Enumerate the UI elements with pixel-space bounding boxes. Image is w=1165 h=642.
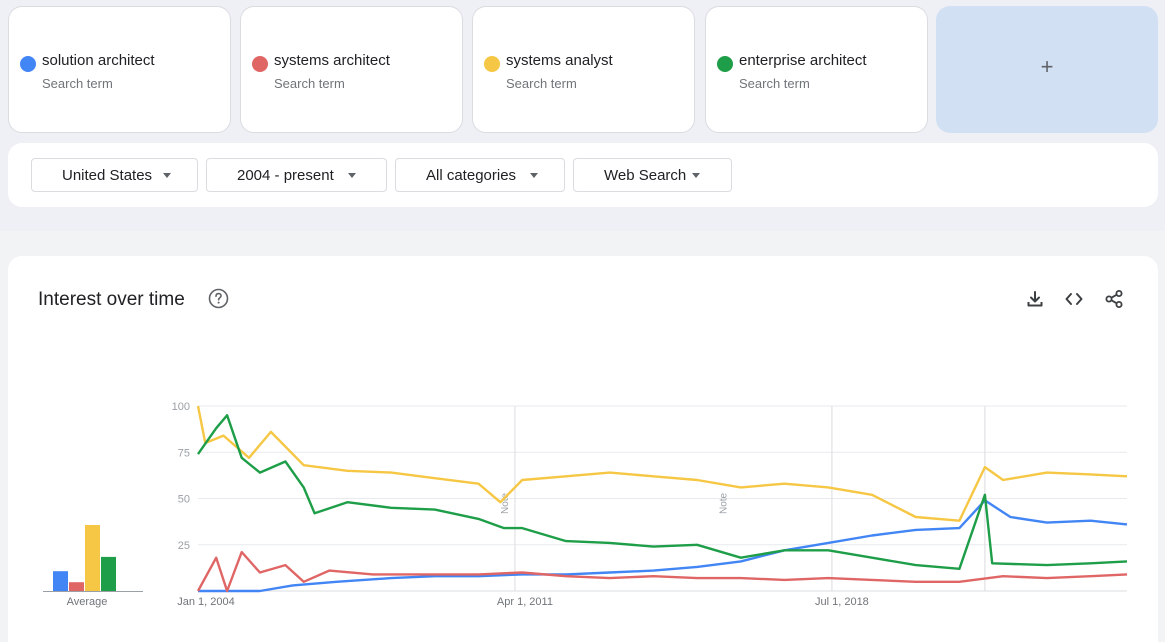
time-range-filter[interactable]: 2004 - present [206,158,387,192]
filter-panel: United States 2004 - present All categor… [8,143,1158,207]
add-term-button[interactable]: + [936,6,1158,133]
y-tick-label: 25 [178,540,190,552]
region-filter-label: United States [62,167,153,184]
term-card-solution-architect[interactable]: solution architect Search term [8,6,231,133]
series-line [196,550,1128,593]
term-card-systems-architect[interactable]: systems architect Search term [240,6,463,133]
term-type-label: Search term [739,76,810,91]
time-range-filter-label: 2004 - present [237,167,334,184]
chart-series [196,405,1128,593]
note-marker: Note [500,492,511,514]
plus-icon: + [1040,54,1054,79]
term-name: solution architect [42,52,155,69]
chart-tick-labels: Jan 1, 2004 Apr 1, 2011 Jul 1, 2018 [177,596,869,608]
search-property-filter[interactable]: Web Search [573,158,732,192]
category-filter-label: All categories [426,167,517,184]
search-property-filter-label: Web Search [604,167,687,184]
term-card-systems-analyst[interactable]: systems analyst Search term [472,6,695,133]
embed-icon[interactable] [1064,289,1084,309]
series-line [196,405,1128,522]
x-tick-label: Jan 1, 2004 [177,596,235,608]
term-color-dot [20,56,36,72]
average-bar [69,582,84,591]
interest-chart: Average 100 75 50 25 Note Note Jan 1, 2004 Ap… [43,401,1128,608]
share-icon[interactable] [1104,289,1124,309]
dropdown-arrow-icon [163,173,171,178]
term-type-label: Search term [274,76,345,91]
chart-title: Interest over time [38,289,185,310]
y-tick-label: 50 [178,494,190,506]
term-name: systems architect [274,52,390,69]
term-type-label: Search term [42,76,113,91]
term-type-label: Search term [506,76,577,91]
average-bar-chart: Average [43,525,143,608]
term-color-dot [484,56,500,72]
dropdown-arrow-icon [530,173,538,178]
x-tick-label: Apr 1, 2011 [497,596,553,608]
region-filter[interactable]: United States [31,158,198,192]
term-name: enterprise architect [739,52,867,69]
average-bar [85,525,100,591]
download-icon[interactable] [1025,289,1045,309]
term-name: systems analyst [506,52,613,69]
chart-gridlines: 100 75 50 25 [172,401,1127,592]
term-card-enterprise-architect[interactable]: enterprise architect Search term [705,6,928,133]
y-tick-label: 100 [172,401,190,413]
y-tick-label: 75 [178,447,190,459]
term-color-dot [252,56,268,72]
help-icon[interactable] [208,288,229,309]
series-line [197,414,1128,570]
average-label: Average [67,596,108,608]
series-line [198,499,1128,593]
dropdown-arrow-icon [348,173,356,178]
category-filter[interactable]: All categories [395,158,565,192]
note-marker: Note [719,492,730,514]
average-bar [101,556,116,591]
interest-over-time-card: Interest over time Average 100 75 50 25 Not… [8,256,1158,642]
dropdown-arrow-icon [692,173,700,178]
term-color-dot [717,56,733,72]
x-tick-label: Jul 1, 2018 [815,596,869,608]
average-bar [53,571,68,591]
